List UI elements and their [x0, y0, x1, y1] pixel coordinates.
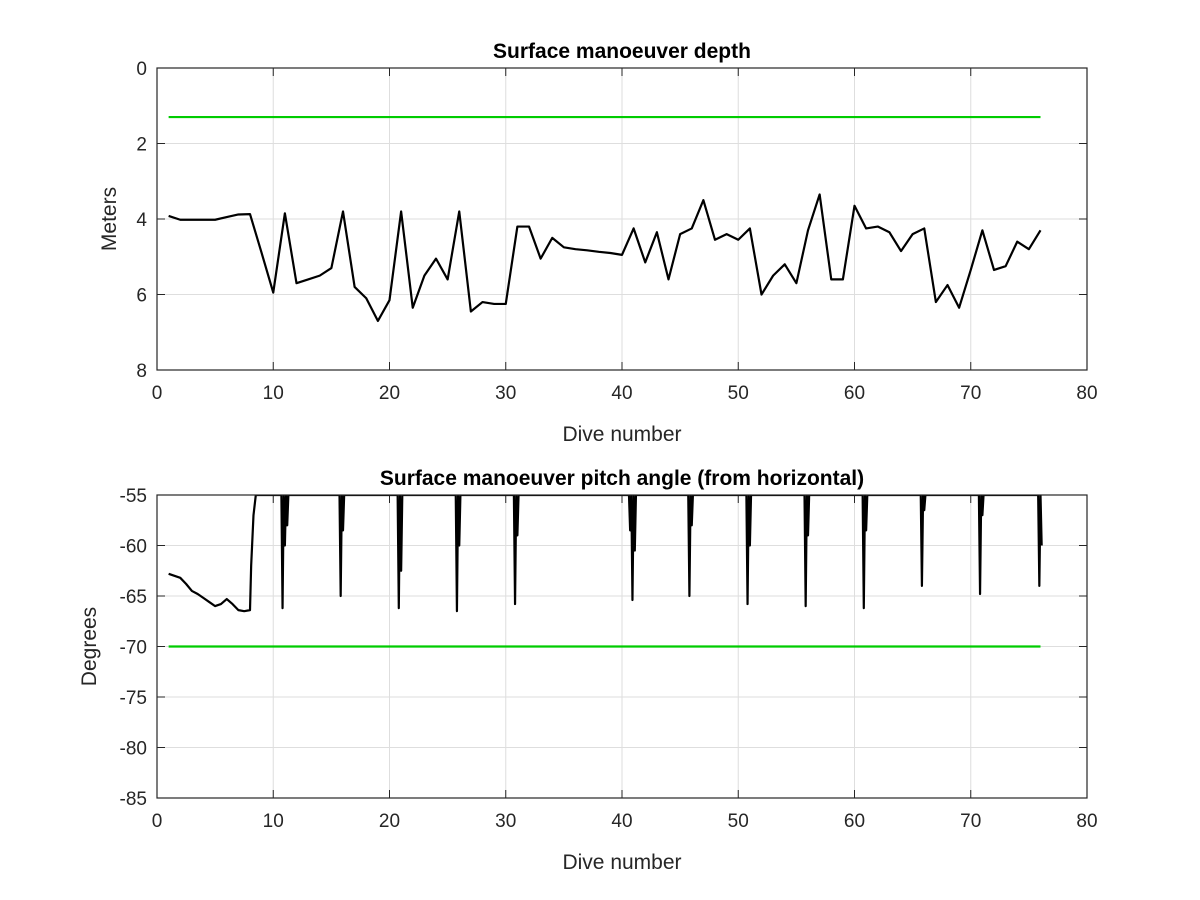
plot-frame	[156, 67, 1088, 371]
plot-frame	[156, 494, 1088, 799]
x-tick-label: 20	[379, 383, 400, 404]
x-tick-label: 80	[1076, 383, 1097, 404]
x-axis-label: Dive number	[562, 851, 681, 874]
x-tick-label: 60	[844, 811, 865, 832]
y-tick-label: 0	[136, 59, 147, 80]
x-tick-label: 40	[611, 383, 632, 404]
x-tick-label: 30	[495, 383, 516, 404]
x-tick-label: 30	[495, 811, 516, 832]
pitch-chart: 0 10 20 30 40 50 60 70 80 -55 -60 -65 -70 -75 -80 -85 Su…	[78, 467, 1098, 874]
x-tick-label: 20	[379, 811, 400, 832]
x-tick-label: 0	[152, 811, 163, 832]
y-tick-label: -60	[120, 537, 147, 558]
y-tick-label: 2	[136, 135, 147, 156]
x-tick-label: 10	[263, 811, 284, 832]
x-tick-label: 60	[844, 383, 865, 404]
y-tick-label: 6	[136, 286, 147, 307]
y-tick-label: 8	[136, 361, 147, 382]
y-tick-label: -80	[120, 739, 147, 760]
chart-title: Surface manoeuver depth	[493, 40, 751, 63]
x-tick-label: 70	[960, 811, 981, 832]
x-tick-label: 40	[611, 811, 632, 832]
depth-chart: 0 10 20 30 40 50 60 70 80 0 2 4 6 8 Surface manoeuver …	[98, 40, 1098, 446]
y-tick-label: -65	[120, 587, 147, 608]
y-axis-label: Degrees	[78, 607, 101, 686]
x-tick-label: 10	[263, 383, 284, 404]
y-axis-label: Meters	[98, 187, 121, 251]
x-tick-label: 70	[960, 383, 981, 404]
chart-title: Surface manoeuver pitch angle (from hori…	[380, 467, 864, 490]
x-tick-label: 80	[1076, 811, 1097, 832]
series-line-1	[168, 193, 1042, 323]
y-tick-label: 4	[136, 210, 147, 231]
y-tick-label: -75	[120, 688, 147, 709]
y-tick-label: -85	[120, 789, 147, 810]
x-tick-label: 0	[152, 383, 163, 404]
series-line-1	[168, 495, 1043, 613]
y-tick-label: -55	[120, 486, 147, 507]
x-tick-label: 50	[728, 811, 749, 832]
y-tick-label: -70	[120, 638, 147, 659]
x-tick-label: 50	[728, 383, 749, 404]
x-axis-label: Dive number	[562, 423, 681, 446]
